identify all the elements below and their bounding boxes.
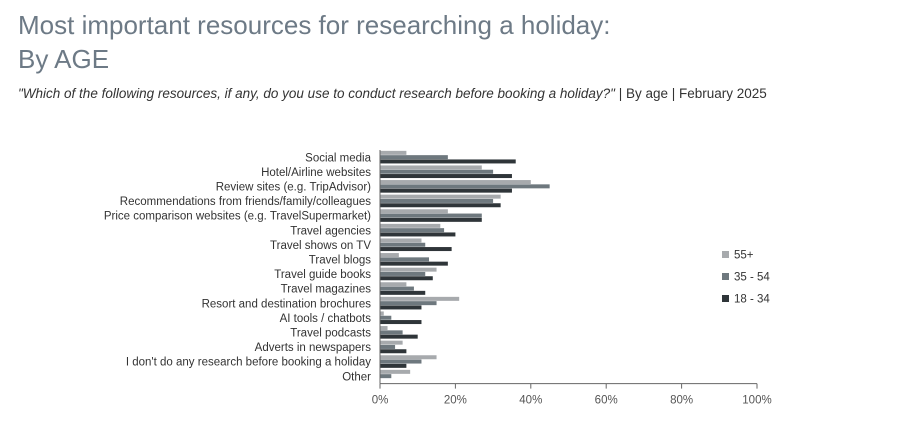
bar xyxy=(380,296,460,301)
bar xyxy=(380,311,384,316)
bar xyxy=(380,320,422,325)
bar xyxy=(380,286,414,291)
category-label: Social media xyxy=(305,152,371,164)
category-label: Recommendations from friends/family/coll… xyxy=(120,196,371,208)
bar xyxy=(380,188,512,193)
bar xyxy=(380,326,388,331)
category-label: Review sites (e.g. TripAdvisor) xyxy=(216,182,371,194)
x-tick-label: 40% xyxy=(519,395,542,407)
legend-swatch xyxy=(722,273,729,280)
bar xyxy=(380,334,418,339)
bar xyxy=(380,344,396,349)
bar xyxy=(380,301,437,306)
bar xyxy=(380,184,550,189)
bar xyxy=(380,169,494,174)
survey-question: "Which of the following resources, if an… xyxy=(18,86,615,101)
bar xyxy=(380,330,403,335)
bar xyxy=(380,155,448,160)
chart-subtitle: "Which of the following resources, if an… xyxy=(18,86,767,101)
bar xyxy=(380,349,407,354)
title-line-2: By AGE xyxy=(18,44,110,74)
bar xyxy=(380,271,426,276)
bar xyxy=(380,267,437,272)
legend-swatch xyxy=(722,251,729,258)
bar xyxy=(380,242,426,247)
legend-label: 55+ xyxy=(734,250,754,262)
bar xyxy=(380,203,501,208)
category-label: AI tools / chatbots xyxy=(280,313,372,325)
bar xyxy=(380,276,433,281)
legend-label: 35 - 54 xyxy=(734,272,770,284)
bar xyxy=(380,340,403,345)
category-label: Resort and destination brochures xyxy=(202,298,372,310)
bar xyxy=(380,290,426,295)
category-label: Travel guide books xyxy=(274,269,371,281)
category-label: Price comparison websites (e.g. TravelSu… xyxy=(104,211,371,223)
bar xyxy=(380,282,407,287)
bar xyxy=(380,355,437,360)
chart-title: Most important resources for researching… xyxy=(18,8,611,76)
survey-meta: | By age | February 2025 xyxy=(614,86,767,101)
bar xyxy=(380,198,494,203)
legend-swatch xyxy=(722,295,729,302)
category-label: Adverts in newspapers xyxy=(255,342,372,354)
bar xyxy=(380,217,482,222)
x-tick-label: 100% xyxy=(742,395,771,407)
bar xyxy=(380,253,399,258)
category-label: Travel podcasts xyxy=(290,328,371,340)
bar xyxy=(380,257,430,262)
category-label: Travel agencies xyxy=(290,225,371,237)
bar xyxy=(380,213,482,218)
legend-label: 18 - 34 xyxy=(734,294,770,306)
category-label: I don't do any research before booking a… xyxy=(126,357,371,369)
x-tick-label: 20% xyxy=(444,395,467,407)
x-tick-label: 60% xyxy=(595,395,618,407)
category-label: Other xyxy=(342,371,371,383)
bar xyxy=(380,315,392,320)
bar xyxy=(380,369,411,374)
bar xyxy=(380,228,445,233)
category-label: Travel shows on TV xyxy=(270,240,371,252)
bar xyxy=(380,247,452,252)
bar xyxy=(380,194,501,199)
bar xyxy=(380,223,441,228)
title-line-1: Most important resources for researching… xyxy=(18,10,611,40)
bar xyxy=(380,150,407,155)
category-label: Travel magazines xyxy=(281,284,372,296)
bar xyxy=(380,180,531,185)
x-tick-label: 80% xyxy=(670,395,693,407)
bar xyxy=(380,374,392,379)
bar xyxy=(380,165,482,170)
bar xyxy=(380,159,516,164)
category-label: Travel blogs xyxy=(309,255,371,267)
bar xyxy=(380,363,407,368)
bar xyxy=(380,209,448,214)
x-tick-label: 0% xyxy=(372,395,389,407)
bar xyxy=(380,305,422,310)
bar xyxy=(380,261,448,266)
bar xyxy=(380,232,456,237)
bar xyxy=(380,238,422,243)
bar xyxy=(380,359,422,364)
category-label: Hotel/Airline websites xyxy=(261,167,371,179)
bar xyxy=(380,174,512,179)
